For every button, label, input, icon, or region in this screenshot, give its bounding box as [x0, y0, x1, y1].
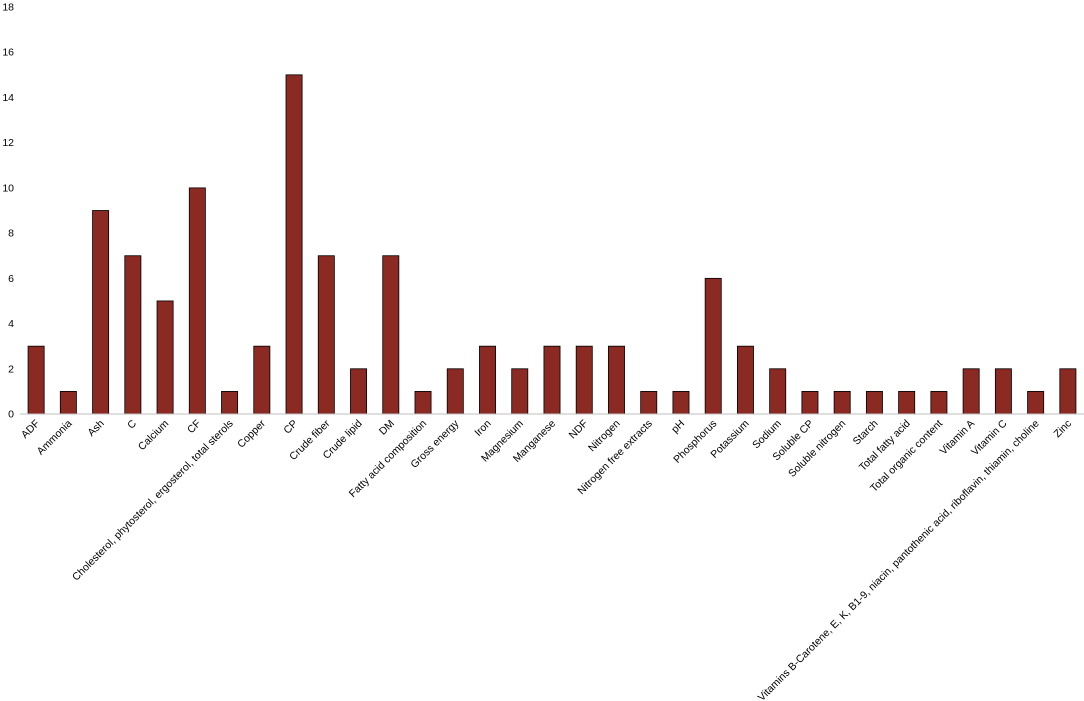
x-tick-label: DM — [377, 418, 397, 438]
bar — [59, 390, 77, 415]
x-tick-label: Ammonia — [35, 418, 75, 458]
y-tick-label: 12 — [2, 137, 14, 149]
bar — [898, 390, 916, 415]
y-tick-label: 8 — [8, 228, 14, 240]
x-tick-label: Copper — [235, 417, 268, 450]
y-tick-label: 6 — [8, 273, 14, 285]
bar — [156, 300, 174, 415]
bar — [511, 368, 529, 415]
bar — [92, 210, 110, 415]
x-tick-label: NDF — [567, 418, 591, 442]
bar — [769, 368, 787, 415]
bar — [736, 345, 754, 415]
y-tick-label: 18 — [2, 2, 14, 14]
x-tick-label: C — [125, 417, 139, 431]
bar — [446, 368, 464, 415]
x-tick-label: Ash — [85, 418, 106, 439]
bar — [350, 368, 368, 415]
bar — [479, 345, 496, 415]
bar — [543, 345, 561, 415]
bar — [575, 345, 593, 415]
bar — [382, 255, 400, 415]
bar — [833, 390, 851, 415]
bar — [414, 390, 432, 415]
bar — [930, 390, 948, 415]
bar — [1059, 368, 1077, 415]
bar — [801, 390, 819, 415]
x-tick-label: Starch — [851, 418, 881, 448]
x-tick-label: Soluble nitrogen — [786, 418, 848, 480]
bar — [221, 390, 239, 415]
x-tick-label: Calcium — [136, 417, 171, 452]
x-tick-label: Iron — [472, 418, 493, 439]
y-tick-label: 10 — [2, 182, 14, 194]
y-tick-label: 0 — [8, 409, 14, 421]
y-tick-label: 14 — [2, 92, 14, 104]
bar — [962, 368, 980, 415]
bar — [285, 74, 303, 415]
bars — [27, 74, 1077, 415]
bar — [317, 255, 335, 415]
bar — [124, 255, 142, 415]
bar — [608, 345, 625, 415]
x-tick-label: pH — [669, 418, 687, 436]
bar — [188, 187, 206, 415]
y-tick-label: 16 — [2, 47, 14, 59]
y-axis-ticks: 0 2 4 6 8 10 12 14 16 18 — [2, 2, 14, 421]
bar — [672, 390, 690, 415]
bar — [27, 345, 45, 415]
bar — [1027, 390, 1045, 415]
bar — [640, 390, 658, 415]
x-tick-label: CP — [281, 418, 300, 437]
x-tick-label: CF — [185, 418, 203, 436]
bar — [865, 390, 883, 415]
bar — [253, 345, 271, 415]
x-tick-label: ADF — [19, 418, 42, 441]
y-tick-label: 2 — [8, 363, 14, 375]
y-tick-label: 4 — [8, 318, 14, 330]
bar — [994, 368, 1012, 415]
x-tick-label: Zinc — [1051, 418, 1074, 441]
bar — [704, 277, 722, 415]
